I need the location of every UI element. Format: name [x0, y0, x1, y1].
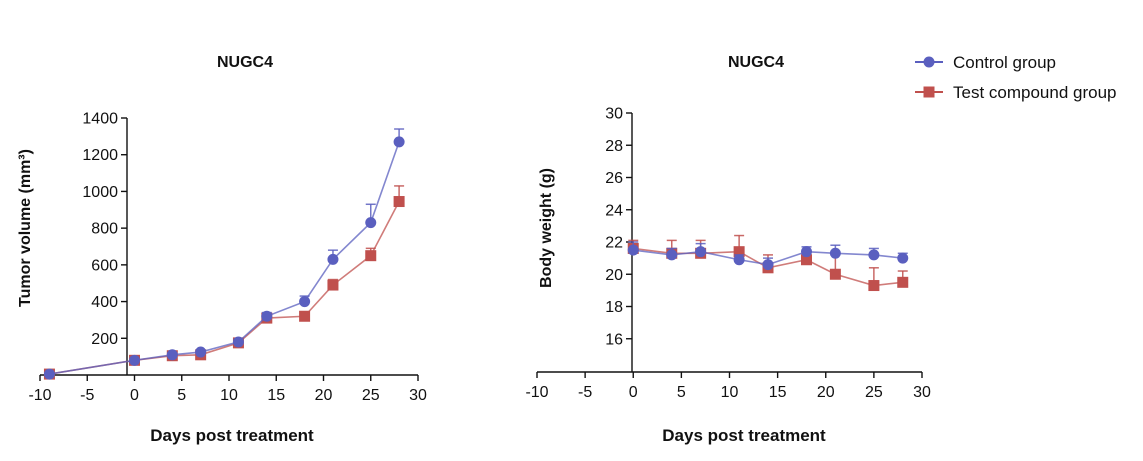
weight-y-tick-label: 28 [605, 138, 623, 155]
weight-control-point [733, 254, 745, 266]
weight-x-tick-label: 30 [913, 384, 931, 401]
tumor-control-point [232, 336, 244, 348]
weight-control-point [666, 249, 678, 261]
weight-x-tick-label: 10 [721, 384, 739, 401]
tumor-control-point [365, 217, 377, 229]
tumor-test-point [393, 196, 405, 208]
tumor-x-tick-label: 30 [409, 387, 427, 404]
tumor-axes: -10 -5 0 5 10 15 20 25 30 200 400 600 800 1000 1200 140… [28, 111, 427, 405]
legend-test-label: Test compound group [953, 83, 1117, 102]
weight-control-point [829, 247, 841, 259]
legend-test-square-icon [923, 86, 935, 98]
tumor-series-layer [43, 128, 405, 380]
weight-series-control [627, 241, 909, 271]
weight-x-tick-label: -10 [525, 384, 548, 401]
tumor-control-point [43, 368, 55, 380]
weight-y-tick-label: 26 [605, 170, 623, 187]
tumor-control-line [49, 141, 400, 375]
tumor-x-tick-label: -5 [80, 387, 94, 404]
body-weight-chart: NUGC4 Body weight (g) Days post treatmen… [525, 54, 931, 445]
tumor-x-tick-label: -10 [28, 387, 51, 404]
weight-test-point [829, 268, 841, 280]
weight-y-tick-label: 20 [605, 267, 623, 284]
tumor-x-tick-label: 0 [130, 387, 139, 404]
weight-control-point [762, 259, 774, 271]
tumor-y-tick-label: 800 [91, 221, 118, 238]
weight-control-point [695, 246, 707, 258]
tumor-test-point [365, 250, 377, 262]
weight-y-tick-label: 24 [605, 202, 623, 219]
weight-x-tick-label: 5 [677, 384, 686, 401]
tumor-x-tick-label: 5 [177, 387, 186, 404]
tumor-x-tick-label: 15 [267, 387, 285, 404]
tumor-test-point [299, 310, 311, 322]
legend-control-circle-icon [923, 56, 935, 68]
tumor-y-tick-label: 1400 [82, 111, 118, 128]
tumor-y-tick-label: 600 [91, 257, 118, 274]
weight-y-tick-label: 16 [605, 331, 623, 348]
weight-axes: -10 -5 0 5 10 15 20 25 30 16 18 20 22 24 26 28 30 [525, 106, 931, 402]
tumor-chart-title: NUGC4 [217, 54, 273, 71]
legend-item-control: Control group [915, 53, 1056, 72]
weight-x-tick-label: 0 [629, 384, 638, 401]
tumor-control-point [166, 349, 178, 361]
tumor-x-axis-label: Days post treatment [150, 426, 314, 445]
tumor-control-point [393, 136, 405, 148]
tumor-y-tick-label: 1200 [82, 147, 118, 164]
tumor-control-point [299, 296, 311, 308]
weight-x-tick-label: 25 [865, 384, 883, 401]
tumor-y-tick-label: 200 [91, 331, 118, 348]
tumor-control-point [261, 310, 273, 322]
weight-x-tick-label: 15 [769, 384, 787, 401]
weight-test-point [801, 254, 812, 266]
tumor-x-tick-label: 10 [220, 387, 238, 404]
weight-y-tick-label: 22 [605, 235, 623, 252]
weight-x-axis-label: Days post treatment [662, 426, 826, 445]
weight-y-tick-label: 18 [605, 299, 623, 316]
weight-x-tick-label: -5 [578, 384, 592, 401]
weight-chart-title: NUGC4 [728, 54, 784, 71]
tumor-control-point [195, 346, 207, 358]
weight-test-point [733, 246, 745, 258]
legend-item-test: Test compound group [915, 83, 1117, 102]
tumor-control-point [327, 253, 339, 265]
tumor-x-tick-label: 20 [315, 387, 333, 404]
weight-y-tick-label: 30 [605, 106, 623, 123]
weight-test-point [897, 276, 909, 288]
tumor-volume-chart: NUGC4 Tumor volume (mm³) Days post treat… [17, 54, 427, 445]
weight-y-axis-label: Body weight (g) [538, 168, 555, 288]
legend-control-label: Control group [953, 53, 1056, 72]
weight-control-point [868, 249, 880, 261]
weight-x-tick-label: 20 [817, 384, 835, 401]
tumor-y-axis-label: Tumor volume (mm³) [17, 149, 34, 307]
tumor-test-point [327, 279, 339, 291]
weight-test-point [868, 280, 880, 292]
weight-control-point [801, 246, 812, 258]
tumor-x-tick-label: 25 [362, 387, 380, 404]
legend: Control group Test compound group [915, 53, 1117, 102]
weight-series-layer [627, 234, 909, 292]
tumor-series-control [43, 128, 405, 380]
tumor-y-tick-label: 400 [91, 294, 118, 311]
weight-control-point [627, 244, 639, 256]
tumor-control-point [129, 354, 140, 366]
tumor-y-tick-label: 1000 [82, 184, 118, 201]
tumor-series-test [43, 185, 405, 380]
weight-control-point [897, 252, 909, 264]
